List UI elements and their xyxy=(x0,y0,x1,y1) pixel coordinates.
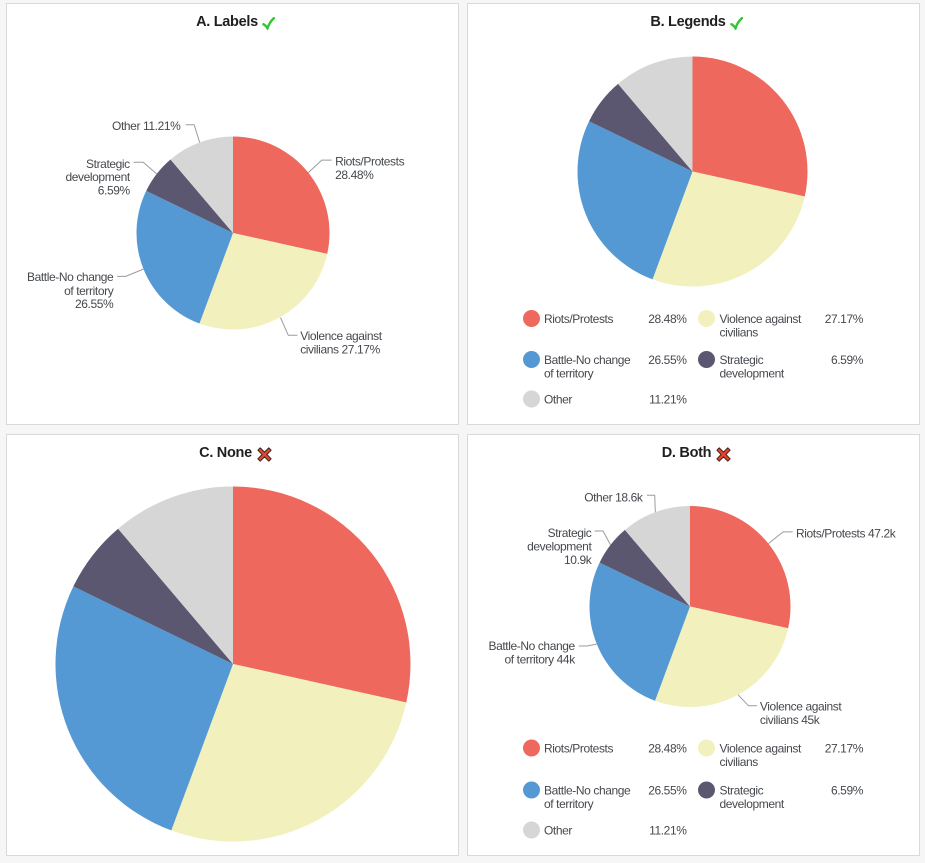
svg-text:of territory 44k: of territory 44k xyxy=(505,653,577,667)
svg-text:28.48%: 28.48% xyxy=(648,312,687,326)
svg-text:Other 11.21%: Other 11.21% xyxy=(112,119,181,133)
svg-text:Riots/Protests 47.2k: Riots/Protests 47.2k xyxy=(796,527,897,541)
svg-text:Strategic: Strategic xyxy=(548,526,592,540)
svg-text:Riots/Protests: Riots/Protests xyxy=(544,742,613,756)
svg-text:Violence against: Violence against xyxy=(300,329,383,343)
svg-text:civilians 27.17%: civilians 27.17% xyxy=(300,343,380,357)
svg-text:6.59%: 6.59% xyxy=(831,784,864,798)
svg-text:Riots/Protests: Riots/Protests xyxy=(544,312,613,326)
svg-text:Other 18.6k: Other 18.6k xyxy=(584,491,644,505)
svg-text:Battle-No change: Battle-No change xyxy=(544,784,631,798)
svg-text:civilians 45k: civilians 45k xyxy=(760,713,821,727)
svg-text:26.55%: 26.55% xyxy=(648,784,687,798)
svg-text:26.55%: 26.55% xyxy=(648,353,687,367)
svg-text:development: development xyxy=(720,797,785,811)
svg-text:civilians: civilians xyxy=(720,755,759,769)
svg-text:27.17%: 27.17% xyxy=(825,312,864,326)
svg-text:26.55%: 26.55% xyxy=(75,297,114,311)
svg-text:civilians: civilians xyxy=(720,326,759,340)
svg-text:Riots/Protests: Riots/Protests xyxy=(335,155,404,169)
svg-text:of territory: of territory xyxy=(64,284,114,298)
svg-text:27.17%: 27.17% xyxy=(825,742,864,756)
svg-text:Other: Other xyxy=(544,393,572,407)
svg-text:development: development xyxy=(527,540,592,554)
svg-text:6.59%: 6.59% xyxy=(98,183,131,197)
svg-text:Battle-No change: Battle-No change xyxy=(27,270,114,284)
svg-text:11.21%: 11.21% xyxy=(649,393,687,407)
svg-text:6.59%: 6.59% xyxy=(831,353,864,367)
svg-text:Violence against: Violence against xyxy=(720,742,803,756)
svg-text:10.9k: 10.9k xyxy=(564,553,593,567)
svg-text:Strategic: Strategic xyxy=(720,353,764,367)
svg-text:Strategic: Strategic xyxy=(720,784,764,798)
svg-text:28.48%: 28.48% xyxy=(335,168,374,182)
svg-text:11.21%: 11.21% xyxy=(649,824,687,838)
svg-text:Battle-No change: Battle-No change xyxy=(488,639,575,653)
svg-text:Violence against: Violence against xyxy=(720,312,803,326)
svg-text:Strategic: Strategic xyxy=(86,157,130,171)
svg-text:Violence against: Violence against xyxy=(760,700,843,714)
svg-text:Other: Other xyxy=(544,824,572,838)
svg-text:development: development xyxy=(720,367,785,381)
svg-text:Battle-No change: Battle-No change xyxy=(544,353,631,367)
svg-text:development: development xyxy=(65,170,130,184)
svg-text:of territory: of territory xyxy=(544,797,594,811)
svg-text:of territory: of territory xyxy=(544,367,594,381)
svg-text:28.48%: 28.48% xyxy=(648,742,687,756)
